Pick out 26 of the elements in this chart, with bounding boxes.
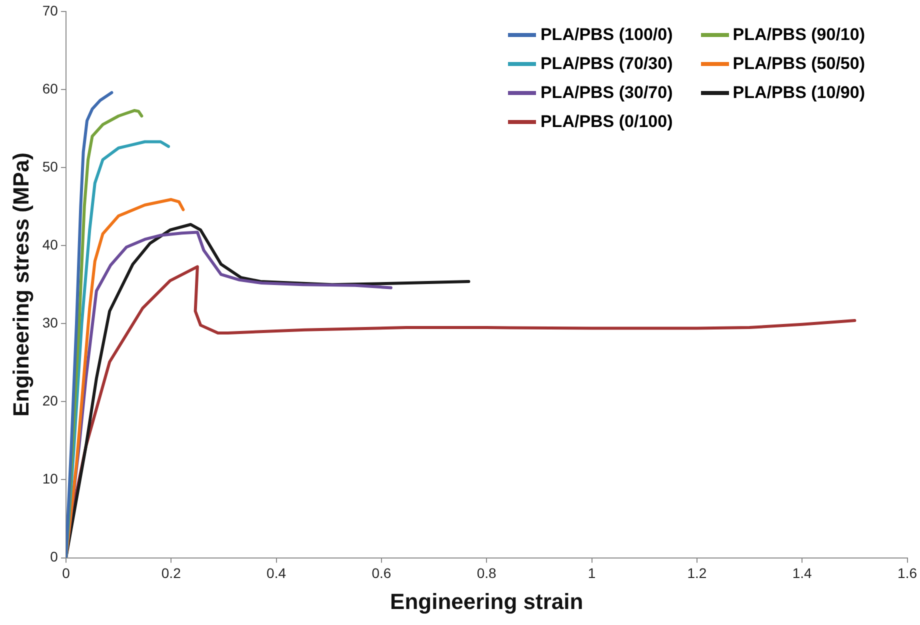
y-tick-label: 10: [42, 470, 58, 487]
y-tick-label: 30: [42, 314, 58, 330]
y-tick-label: 0: [50, 548, 58, 565]
y-tick-label: 50: [42, 158, 58, 174]
legend-label: PLA/PBS (70/30): [540, 54, 673, 74]
legend-label: PLA/PBS (90/10): [732, 25, 865, 45]
y-tick-label: 60: [42, 80, 58, 96]
y-axis-title: Engineering stress (MPa): [8, 152, 34, 417]
x-tick-label: 0.8: [476, 565, 497, 582]
legend-label: PLA/PBS (50/50): [732, 54, 865, 74]
x-axis-title: Engineering strain: [390, 588, 584, 614]
y-tick-label: 70: [42, 2, 58, 18]
x-tick-label: 0.2: [161, 565, 182, 582]
x-tick-label: 0: [62, 565, 70, 582]
x-tick-label: 1.2: [687, 565, 707, 582]
x-tick-label: 1.6: [898, 565, 918, 582]
y-tick-label: 20: [42, 392, 58, 409]
x-tick-label: 1.4: [792, 565, 812, 582]
x-tick-label: 1: [588, 565, 596, 582]
x-tick-label: 0.4: [266, 565, 286, 582]
legend-label: PLA/PBS (100/0): [540, 25, 673, 45]
x-tick-label: 0.6: [372, 565, 392, 582]
legend-label: PLA/PBS (0/100): [540, 112, 673, 132]
y-tick-label: 40: [42, 236, 58, 252]
legend-label: PLA/PBS (30/70): [540, 83, 673, 103]
legend-label: PLA/PBS (10/90): [732, 83, 865, 103]
